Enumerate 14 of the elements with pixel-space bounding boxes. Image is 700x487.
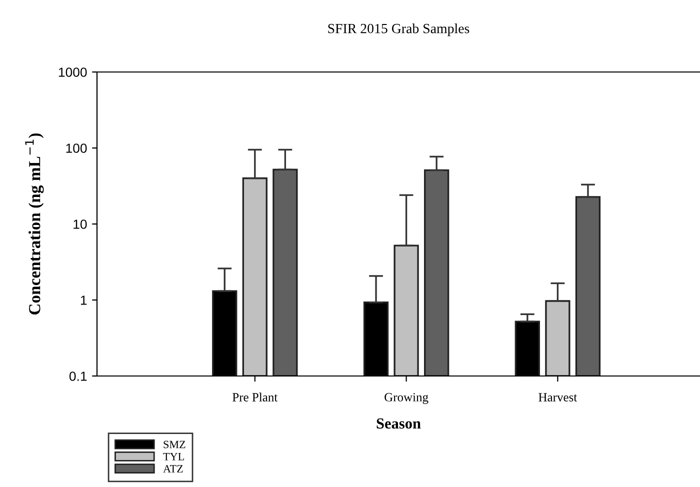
legend-label: ATZ <box>163 465 183 472</box>
y-tick-label: 1 <box>80 296 87 305</box>
y-tick-label: 100 <box>66 144 87 153</box>
legend-label: TYL <box>163 452 184 460</box>
y-tick-label: 0.1 <box>69 372 87 381</box>
x-axis-title: Season <box>376 418 421 429</box>
y-axis-title: Concentration (ng mL$^{−1}$) <box>25 133 44 315</box>
legend-label: SMZ <box>164 440 186 448</box>
y-tick-label: 1000 <box>58 68 87 77</box>
y-tick-label: 10 <box>74 220 87 229</box>
chart-title: SFIR 2015 Grab Samples <box>328 23 470 36</box>
x-tick-label: Harvest <box>538 393 578 402</box>
x-tick-label: Pre Plant <box>232 392 278 402</box>
x-tick-label: Growing <box>384 393 428 404</box>
